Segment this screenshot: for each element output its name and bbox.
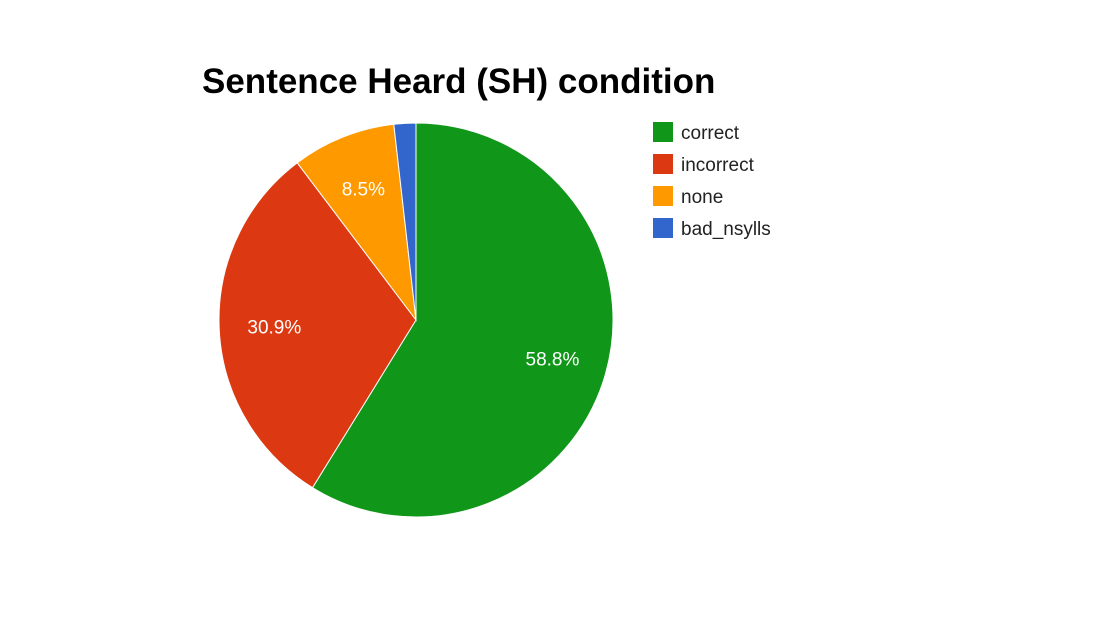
chart-title: Sentence Heard (SH) condition: [202, 62, 715, 101]
legend: correct incorrect none bad_nsylls: [653, 122, 771, 240]
legend-label-incorrect: incorrect: [681, 155, 755, 176]
legend-swatch-bad-nsylls: [653, 218, 673, 238]
legend-swatch-none: [653, 186, 673, 206]
legend-label-bad-nsylls: bad_nsylls: [681, 219, 771, 240]
pie-slice-correct: [311, 122, 614, 518]
pie-slice-none: [296, 123, 417, 322]
legend-swatch-correct: [653, 122, 673, 142]
legend-label-correct: correct: [681, 123, 740, 144]
slice-label-incorrect: 30.9%: [247, 318, 301, 339]
slice-label-none: 8.5%: [342, 179, 385, 200]
pie-slice-bad-nsylls: [393, 122, 417, 321]
pie-slice-labels: 58.8% 30.9% 8.5%: [247, 179, 579, 370]
pie-slices: [218, 122, 614, 518]
legend-swatch-incorrect: [653, 154, 673, 174]
pie-slice-incorrect: [218, 162, 417, 489]
legend-label-none: none: [681, 187, 723, 208]
slice-label-correct: 58.8%: [526, 350, 580, 371]
